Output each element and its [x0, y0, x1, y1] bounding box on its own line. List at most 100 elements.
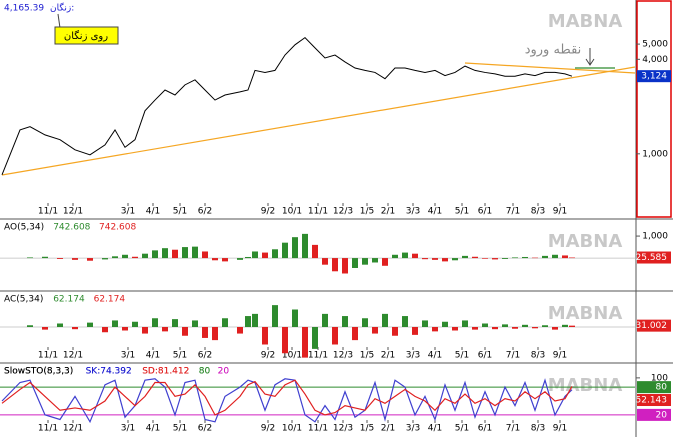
- oscillator-line: [1, 379, 573, 416]
- x-tick-label: 6/2: [198, 207, 212, 217]
- x-tick-label: 6/1: [478, 207, 492, 217]
- histogram-bar: [312, 327, 318, 349]
- annotation-box: [54, 26, 119, 45]
- histogram-bar: [302, 327, 308, 358]
- readout: 62.174: [53, 295, 85, 305]
- histogram-bar: [122, 327, 128, 331]
- histogram-bar: [372, 258, 378, 263]
- histogram-bar: [152, 318, 158, 327]
- histogram-bar: [382, 258, 388, 266]
- x-tick-label: 10/1: [282, 351, 302, 361]
- histogram-bar: [172, 319, 178, 327]
- histogram-bar: [132, 256, 138, 259]
- y-tick-label: 5,000: [642, 40, 668, 50]
- histogram-bar: [192, 320, 198, 327]
- x-tick-label: 12/1: [63, 424, 83, 434]
- histogram-bar: [162, 327, 168, 332]
- x-tick-label: 11/1: [38, 424, 58, 434]
- last-value-label: 52.143: [636, 396, 668, 406]
- x-tick-label: 8/3: [531, 207, 545, 217]
- x-tick-label: 5/1: [455, 424, 469, 434]
- y-tick-label: 1,000: [642, 149, 668, 159]
- histogram-bar: [237, 327, 243, 334]
- histogram-bar: [332, 258, 338, 272]
- last-value-box: [637, 381, 671, 394]
- histogram-bar: [112, 256, 118, 259]
- x-tick-label: 5/1: [173, 351, 187, 361]
- histogram-bar: [57, 323, 63, 327]
- x-tick-label: 8/3: [531, 424, 545, 434]
- x-tick-label: 4/1: [428, 207, 442, 217]
- histogram-bar: [492, 327, 498, 330]
- readout: 80: [199, 367, 211, 377]
- readout: 4,165.39: [4, 4, 44, 14]
- readout: SK:74.392: [86, 367, 132, 377]
- annotation-connector: [57, 13, 61, 29]
- histogram-bar: [562, 324, 568, 327]
- x-tick-label: 12/3: [333, 351, 353, 361]
- histogram-bar: [482, 323, 488, 327]
- histogram-bar: [512, 257, 518, 259]
- histogram-bar: [172, 249, 178, 259]
- x-tick-label: 4/1: [146, 351, 160, 361]
- histogram-bar: [392, 327, 398, 336]
- histogram-bar: [292, 309, 298, 327]
- x-tick-label: 2/1: [381, 207, 395, 217]
- histogram-bar: [352, 258, 358, 268]
- histogram-bar: [252, 313, 258, 327]
- readout: SD:81.412: [142, 367, 189, 377]
- histogram-bar: [372, 327, 378, 334]
- x-tick-label: 10/1: [282, 207, 302, 217]
- y-tick-label: 4,000: [642, 55, 668, 65]
- histogram-bar: [272, 249, 278, 259]
- x-tick-label: 3/3: [406, 207, 420, 217]
- x-tick-label: 9/2: [261, 424, 275, 434]
- x-tick-label: 1/5: [360, 351, 374, 361]
- readout: 742.608: [99, 223, 136, 233]
- histogram-bar: [102, 327, 108, 333]
- histogram-bar: [42, 327, 48, 330]
- x-tick-label: 1/5: [360, 424, 374, 434]
- histogram-bar: [202, 327, 208, 338]
- x-tick-label: 6/1: [478, 424, 492, 434]
- y-tick-label: 1,000: [642, 232, 668, 242]
- chart-title: SlowSTO(8,3,3): [4, 367, 73, 377]
- histogram-bar: [282, 242, 288, 259]
- histogram-bar: [332, 327, 338, 345]
- histogram-bar: [382, 313, 388, 327]
- x-tick-label: 4/1: [428, 351, 442, 361]
- histogram-bar: [442, 258, 448, 262]
- x-tick-label: 3/1: [121, 424, 135, 434]
- x-tick-label: 1/5: [360, 207, 374, 217]
- watermark: MABNA: [548, 11, 623, 32]
- chart-title: زنگان:: [50, 2, 74, 14]
- x-tick-label: 12/1: [63, 351, 83, 361]
- chart-title: AC(5,34): [4, 295, 43, 305]
- histogram-bar: [402, 252, 408, 259]
- histogram-bar: [122, 254, 128, 259]
- histogram-bar: [262, 252, 268, 259]
- x-tick-label: 5/1: [173, 207, 187, 217]
- readout: 20: [218, 367, 230, 377]
- histogram-bar: [492, 258, 498, 260]
- entry-arrow: [585, 48, 595, 66]
- histogram-bar: [522, 256, 528, 259]
- x-tick-label: 10/1: [282, 424, 302, 434]
- x-tick-label: 8/3: [531, 351, 545, 361]
- x-tick-label: 9/2: [261, 207, 275, 217]
- readout: 742.608: [53, 223, 90, 233]
- histogram-bar: [272, 305, 278, 327]
- last-value-box: [637, 408, 671, 421]
- x-tick-label: 7/1: [506, 207, 520, 217]
- histogram-bar: [362, 318, 368, 327]
- histogram-bar: [57, 258, 63, 259]
- histogram-bar: [392, 254, 398, 259]
- x-tick-label: 6/2: [198, 351, 212, 361]
- x-tick-label: 11/1: [308, 351, 328, 361]
- x-tick-label: 9/1: [553, 207, 567, 217]
- x-tick-label: 6/1: [478, 351, 492, 361]
- histogram-bar: [432, 327, 438, 332]
- histogram-bar: [102, 258, 108, 260]
- histogram-bar: [162, 248, 168, 259]
